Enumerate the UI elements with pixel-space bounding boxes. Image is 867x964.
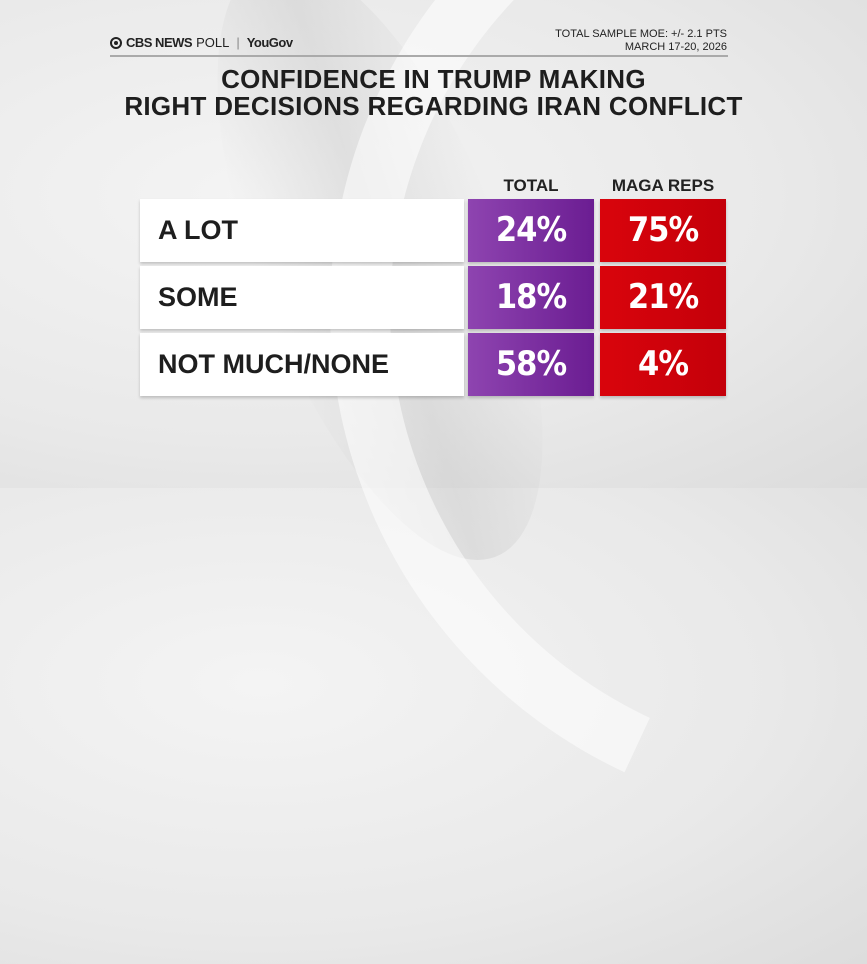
brand-suffix: POLL xyxy=(196,35,230,50)
chart-title: CONFIDENCE IN TRUMP MAKING RIGHT DECISIO… xyxy=(0,66,867,120)
row-label: SOME xyxy=(140,266,464,329)
cbs-news-poll-logo: CBS NEWS POLL | YouGov xyxy=(110,35,293,50)
moe-text: TOTAL SAMPLE MOE: +/- 2.1 PTS xyxy=(555,28,727,40)
title-line-2: RIGHT DECISIONS REGARDING IRAN CONFLICT xyxy=(124,91,743,121)
partner-logo: YouGov xyxy=(246,35,293,50)
cell-maga-reps: 75% xyxy=(600,199,726,262)
column-header-maga-reps: MAGA REPS xyxy=(611,176,715,195)
cell-maga-reps: 21% xyxy=(600,266,726,329)
title-line-1: CONFIDENCE IN TRUMP MAKING xyxy=(221,64,646,94)
header-divider xyxy=(110,55,728,57)
logo-divider: | xyxy=(236,35,240,50)
column-header-total: TOTAL xyxy=(503,176,559,195)
dates-text: MARCH 17-20, 2026 xyxy=(624,41,727,53)
poll-meta: TOTAL SAMPLE MOE: +/- 2.1 PTS MARCH 17-2… xyxy=(555,28,727,54)
brand: CBS NEWS xyxy=(126,35,193,50)
cell-maga-reps: 4% xyxy=(600,333,726,396)
row-label: A LOT xyxy=(140,199,464,262)
row-label: NOT MUCH/NONE xyxy=(140,333,464,396)
cell-total: 18% xyxy=(468,266,594,329)
cell-total: 24% xyxy=(468,199,594,262)
cbs-eye-icon xyxy=(110,36,122,49)
cell-total: 58% xyxy=(468,333,594,396)
